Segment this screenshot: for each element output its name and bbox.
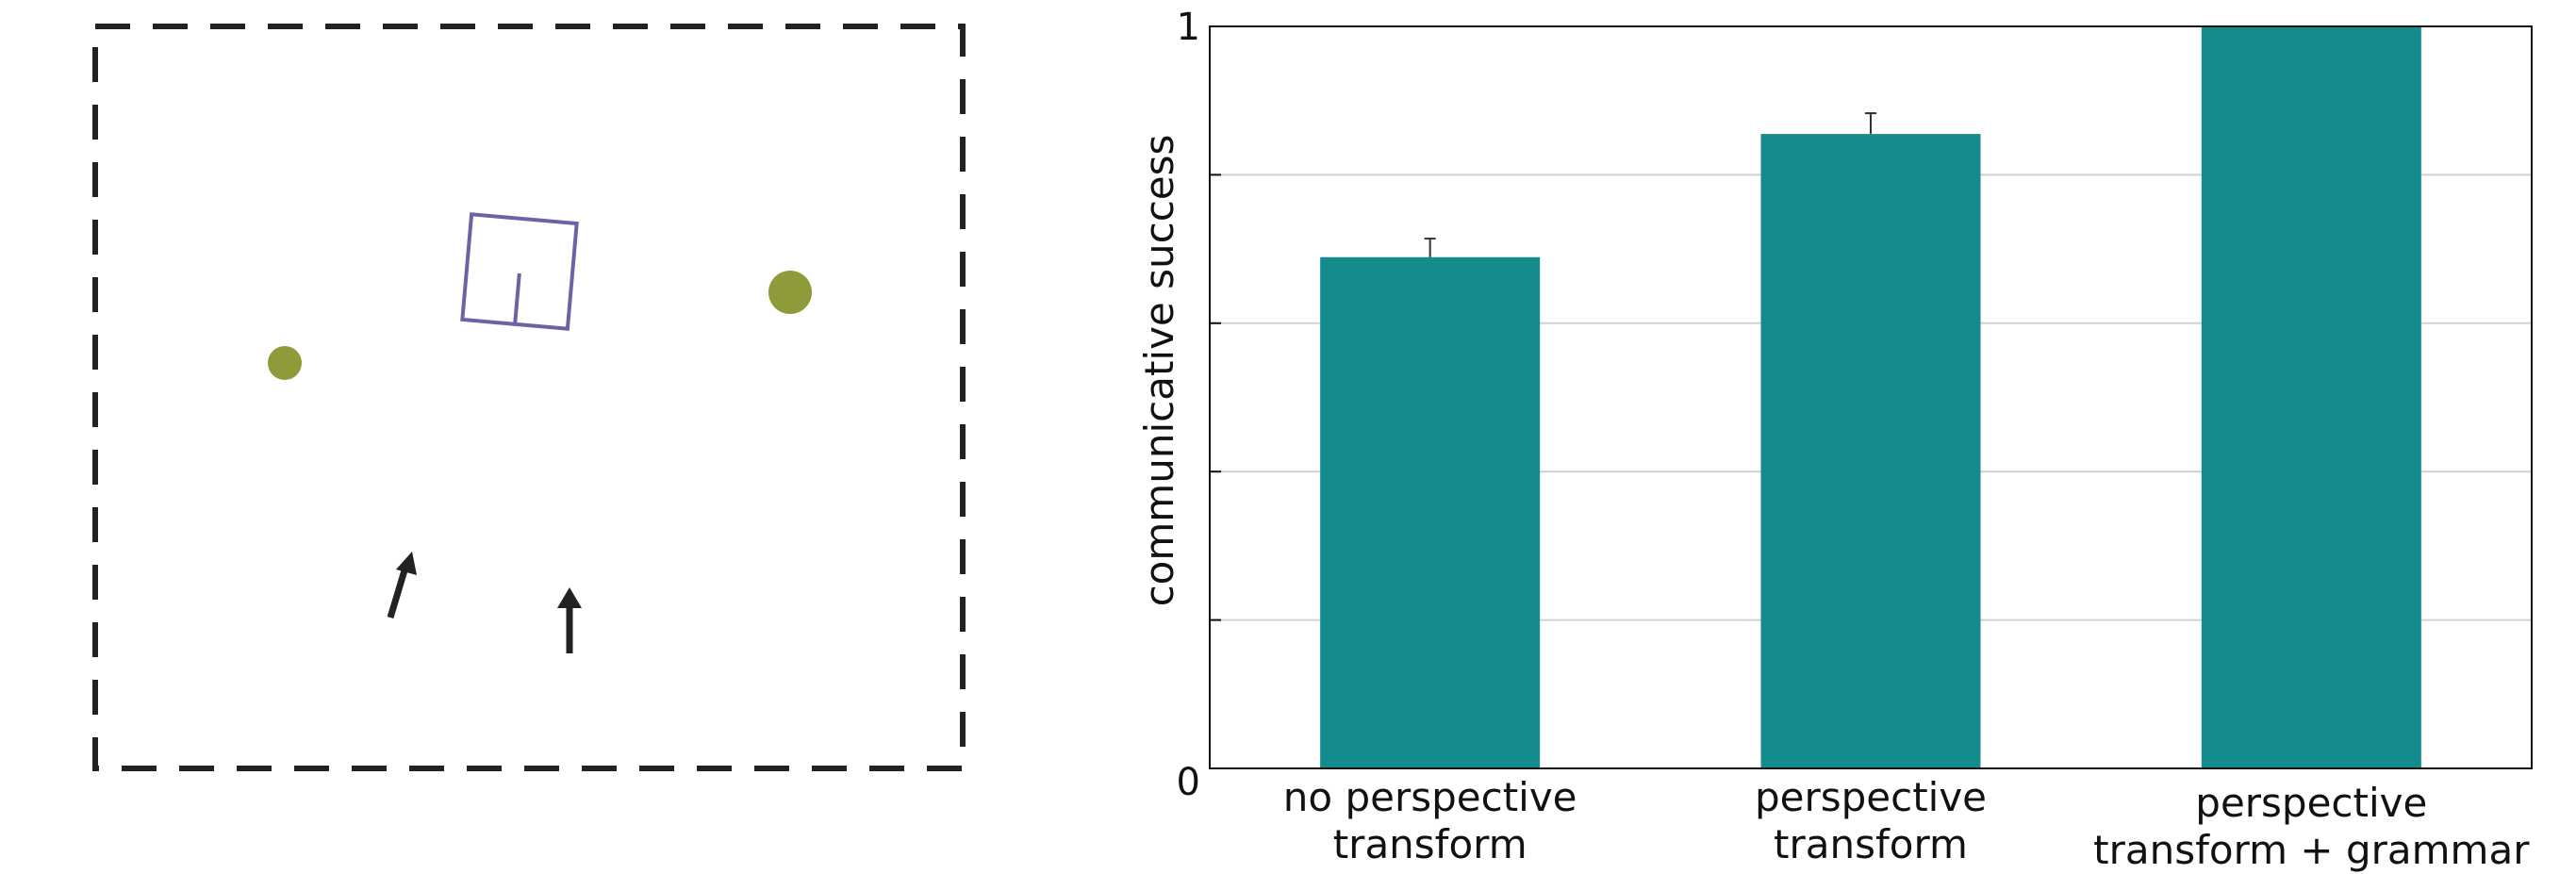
x-category-labels: no perspectivetransformperspectivetransf… [1283,774,2530,873]
object-circle-right [768,271,812,314]
bar [1320,256,1541,769]
agent-arrow-icon [387,552,417,619]
y-ticks: 01 [1177,6,1221,804]
error-bars [1424,112,1876,257]
x-category-label: transform + grammar [2093,827,2530,873]
object-circle-left [268,346,302,380]
bar [2201,26,2421,768]
x-category-label: transform [1774,821,1968,867]
plot-frame [1209,25,2533,769]
x-category-label: transform [1333,821,1527,867]
x-category-label: perspective [1755,774,1987,820]
scene-panel [92,24,966,771]
agent-arrow-icon [557,587,582,653]
x-category-label: perspective [2195,780,2427,826]
bars [1320,26,2421,769]
scene-border [92,24,966,771]
x-category-label: no perspective [1283,774,1577,820]
y-axis-title: communicative success [1136,135,1182,607]
box-object [460,212,579,331]
y-tick-label: 0 [1177,761,1200,804]
y-tick-label: 1 [1177,6,1200,49]
bar [1760,134,1981,769]
